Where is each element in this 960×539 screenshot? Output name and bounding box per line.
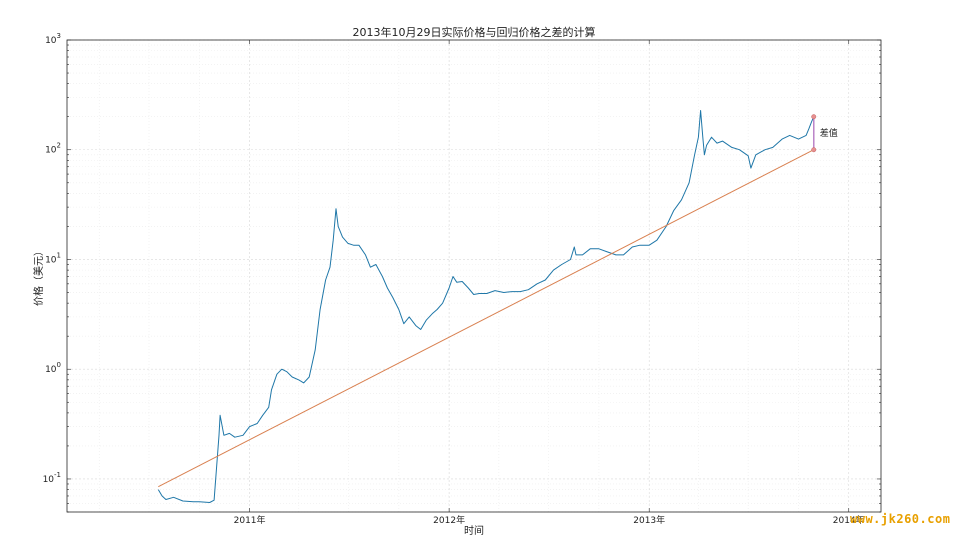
difference-endpoint-marker [811,114,817,120]
watermark-logo: www.jk260.com [850,512,951,526]
x-tick-label: 2012年 [433,514,465,526]
x-tick-label: 2013年 [633,514,665,526]
ticks [67,39,881,513]
y-tick-label: 102 [45,142,61,156]
x-tick-label: 2011年 [234,514,266,526]
marker-group [811,114,817,153]
regression-line [158,149,815,488]
difference-endpoint-marker [811,147,817,153]
tick-labels: 10-1 100 101 102 103 2011年 2012年 2013年 2014年 [43,32,865,526]
grid [67,39,881,513]
plot-area [67,40,881,512]
y-tick-label: 103 [45,32,61,46]
chart-title: 2013年10月29日实际价格与回归价格之差的计算 [353,25,596,39]
y-tick-label: 10-1 [43,471,61,485]
plot-frame [66,39,882,513]
y-tick-label: 100 [45,361,61,375]
price-series-line [157,110,815,503]
x-tick-label: 2014年 [833,514,865,526]
y-tick-label: 101 [45,251,61,265]
series-group [157,110,815,503]
x-axis-label: 时间 [464,524,484,537]
y-axis-label: 价格（美元） [32,246,45,306]
difference-annotation: 差值 [820,127,838,139]
